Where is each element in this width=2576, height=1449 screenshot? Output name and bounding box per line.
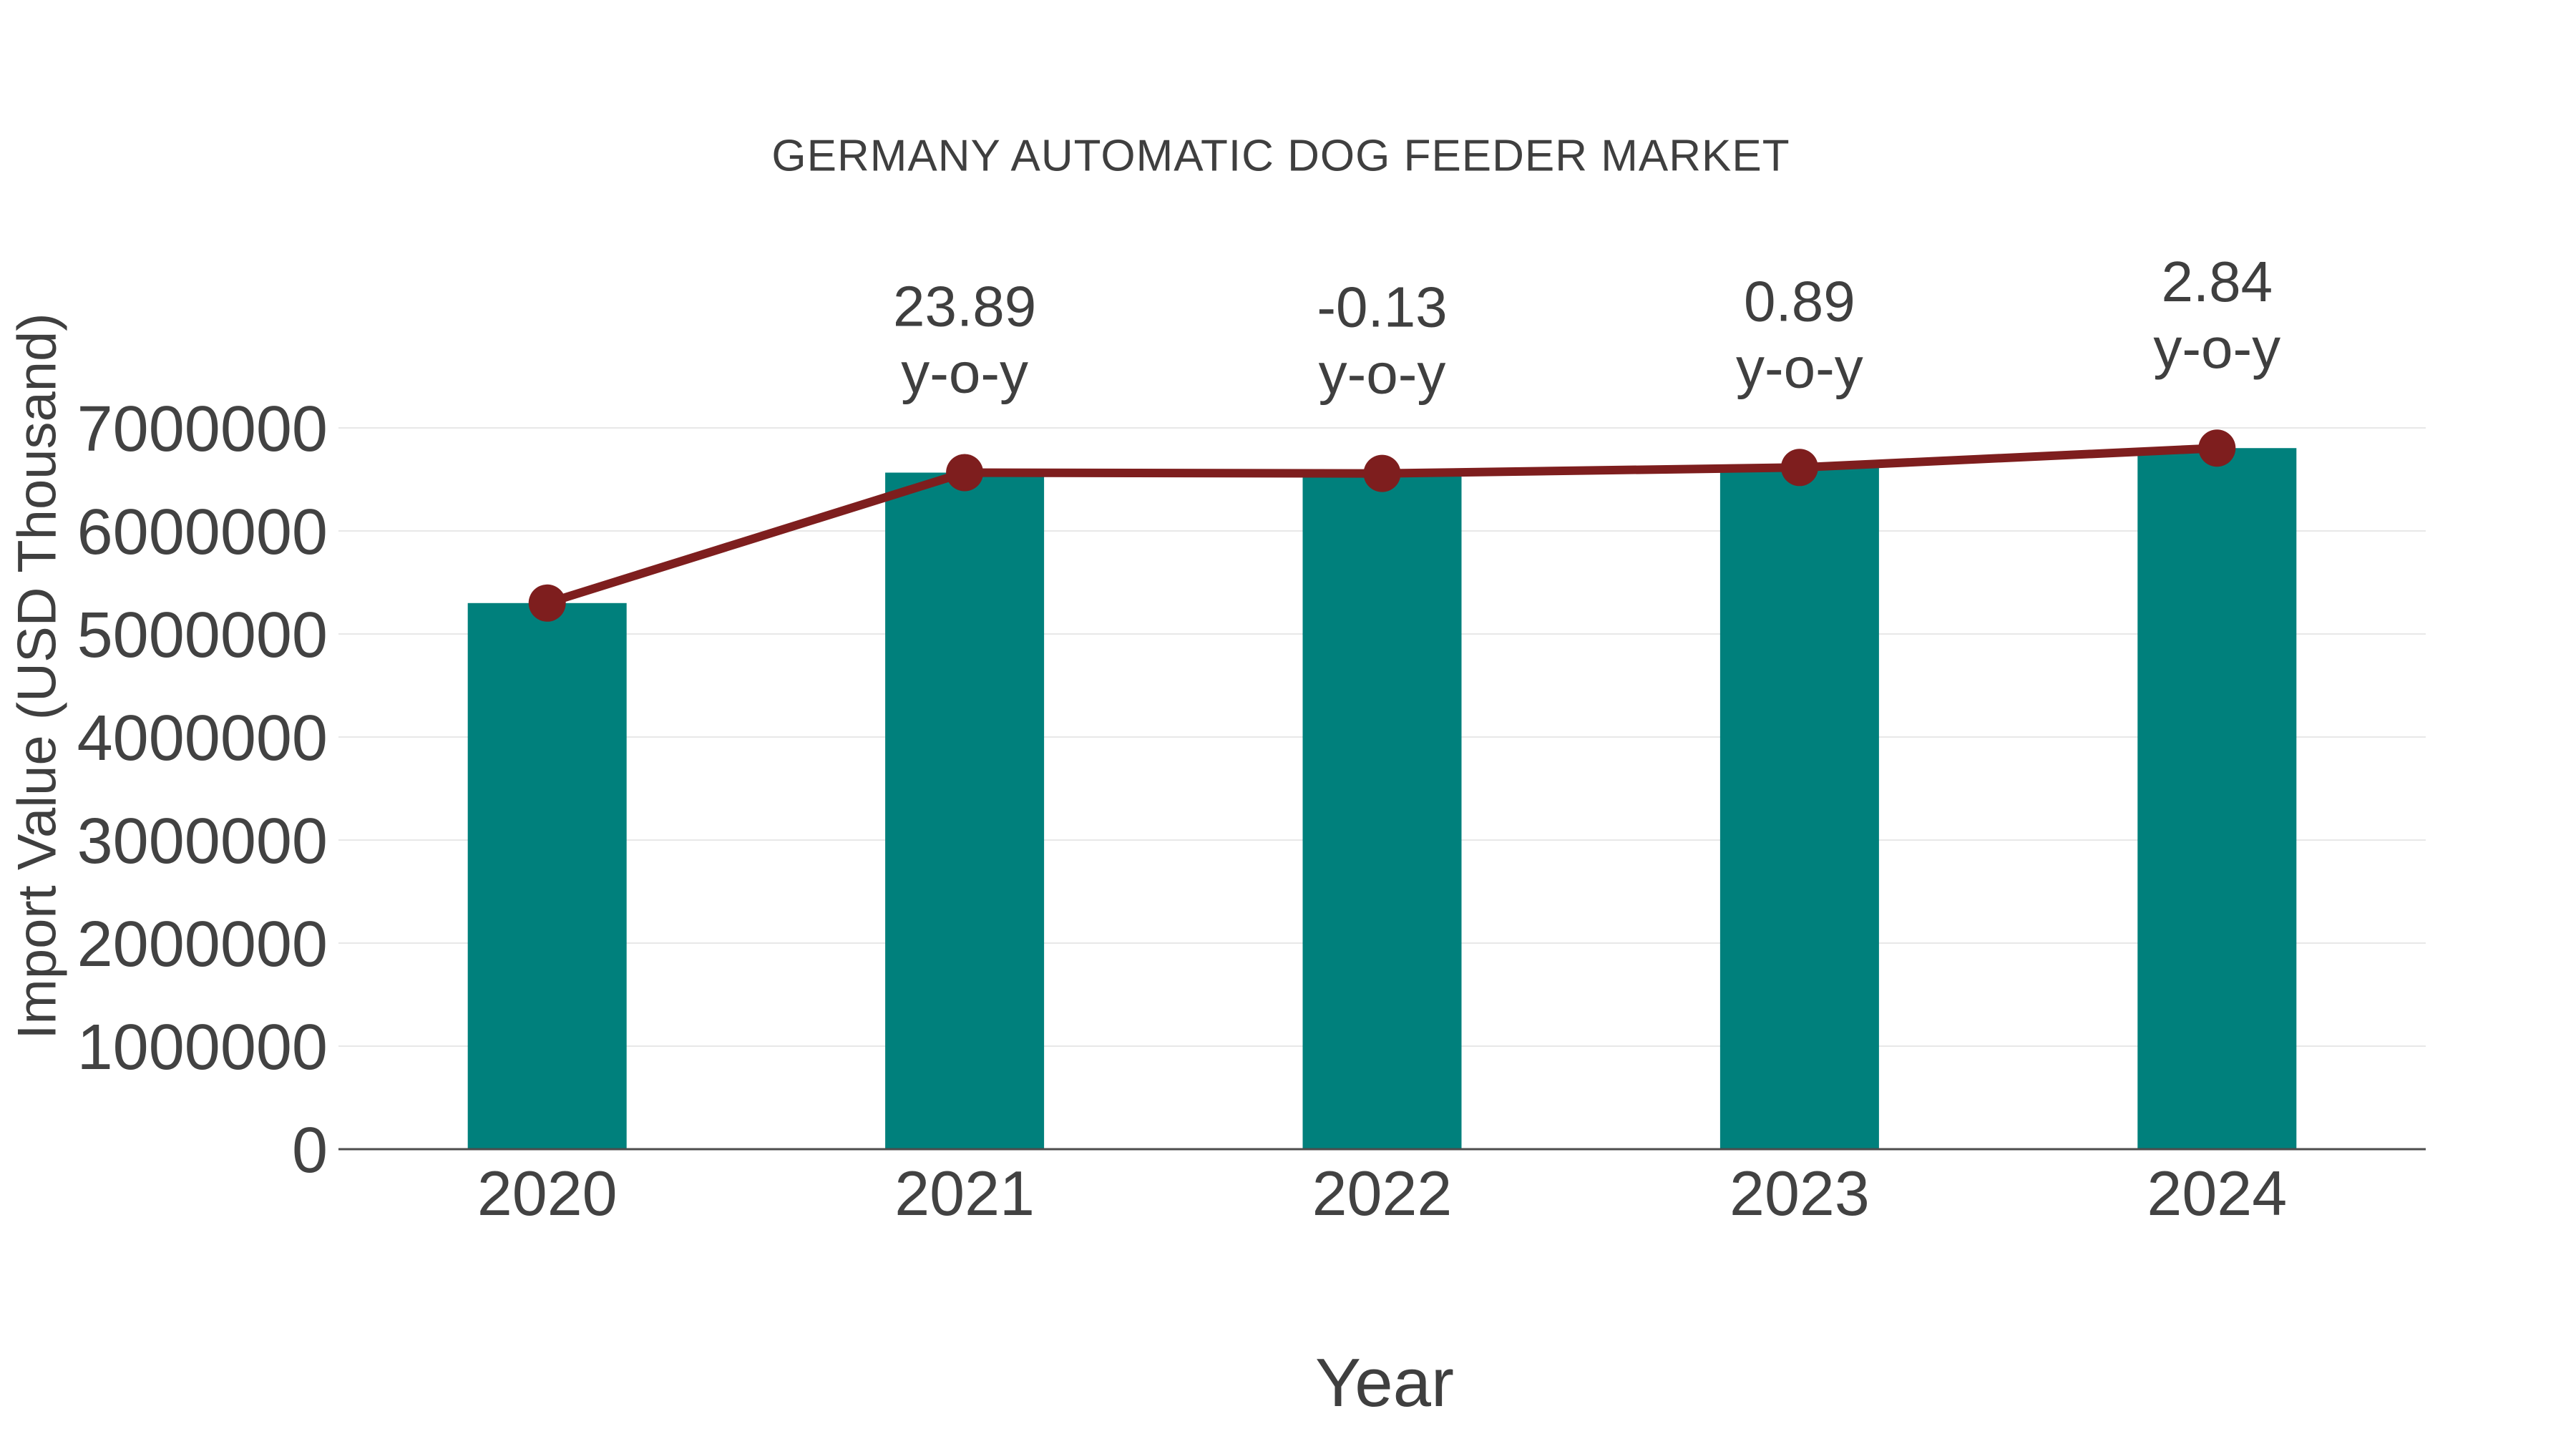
bar-2023 (1719, 467, 1879, 1149)
yoy-value-label-2021: 23.89 (893, 274, 1036, 338)
y-tick-label: 1000000 (77, 1012, 328, 1083)
x-tick-label-2024: 2024 (2147, 1158, 2287, 1229)
yoy-suffix-label-2024: y-o-y (2153, 316, 2280, 380)
yoy-value-label-2024: 2.84 (2161, 250, 2273, 313)
bar-2020 (467, 602, 627, 1149)
chart-title: GERMANY AUTOMATIC DOG FEEDER MARKET (771, 131, 1790, 181)
x-tick-label-2020: 2020 (477, 1158, 618, 1229)
y-tick-label: 2000000 (77, 909, 328, 980)
x-tick-label-2022: 2022 (1312, 1158, 1453, 1229)
yoy-value-label-2022: -0.13 (1317, 275, 1447, 339)
point-marker-2021 (946, 454, 984, 492)
x-tick-label-2023: 2023 (1729, 1158, 1870, 1229)
yoy-suffix-label-2023: y-o-y (1736, 336, 1863, 399)
point-marker-2020 (528, 584, 566, 622)
bar-2021 (885, 472, 1045, 1149)
bar-2024 (2137, 448, 2297, 1149)
yoy-suffix-label-2021: y-o-y (901, 341, 1028, 404)
point-marker-2022 (1363, 454, 1401, 492)
y-tick-label: 5000000 (77, 600, 328, 671)
y-tick-label: 3000000 (77, 806, 328, 877)
bar-2022 (1302, 473, 1462, 1149)
yoy-suffix-label-2022: y-o-y (1319, 342, 1446, 406)
y-tick-label: 6000000 (77, 497, 328, 568)
point-marker-2024 (2198, 429, 2236, 467)
yoy-value-label-2023: 0.89 (1744, 269, 1855, 333)
y-tick-label: 0 (292, 1115, 328, 1186)
y-tick-label: 7000000 (77, 394, 328, 465)
x-axis-title: Year (1315, 1345, 1454, 1421)
x-tick-label-2021: 2021 (894, 1158, 1035, 1229)
point-marker-2023 (1780, 449, 1818, 487)
y-tick-label: 4000000 (77, 703, 328, 774)
